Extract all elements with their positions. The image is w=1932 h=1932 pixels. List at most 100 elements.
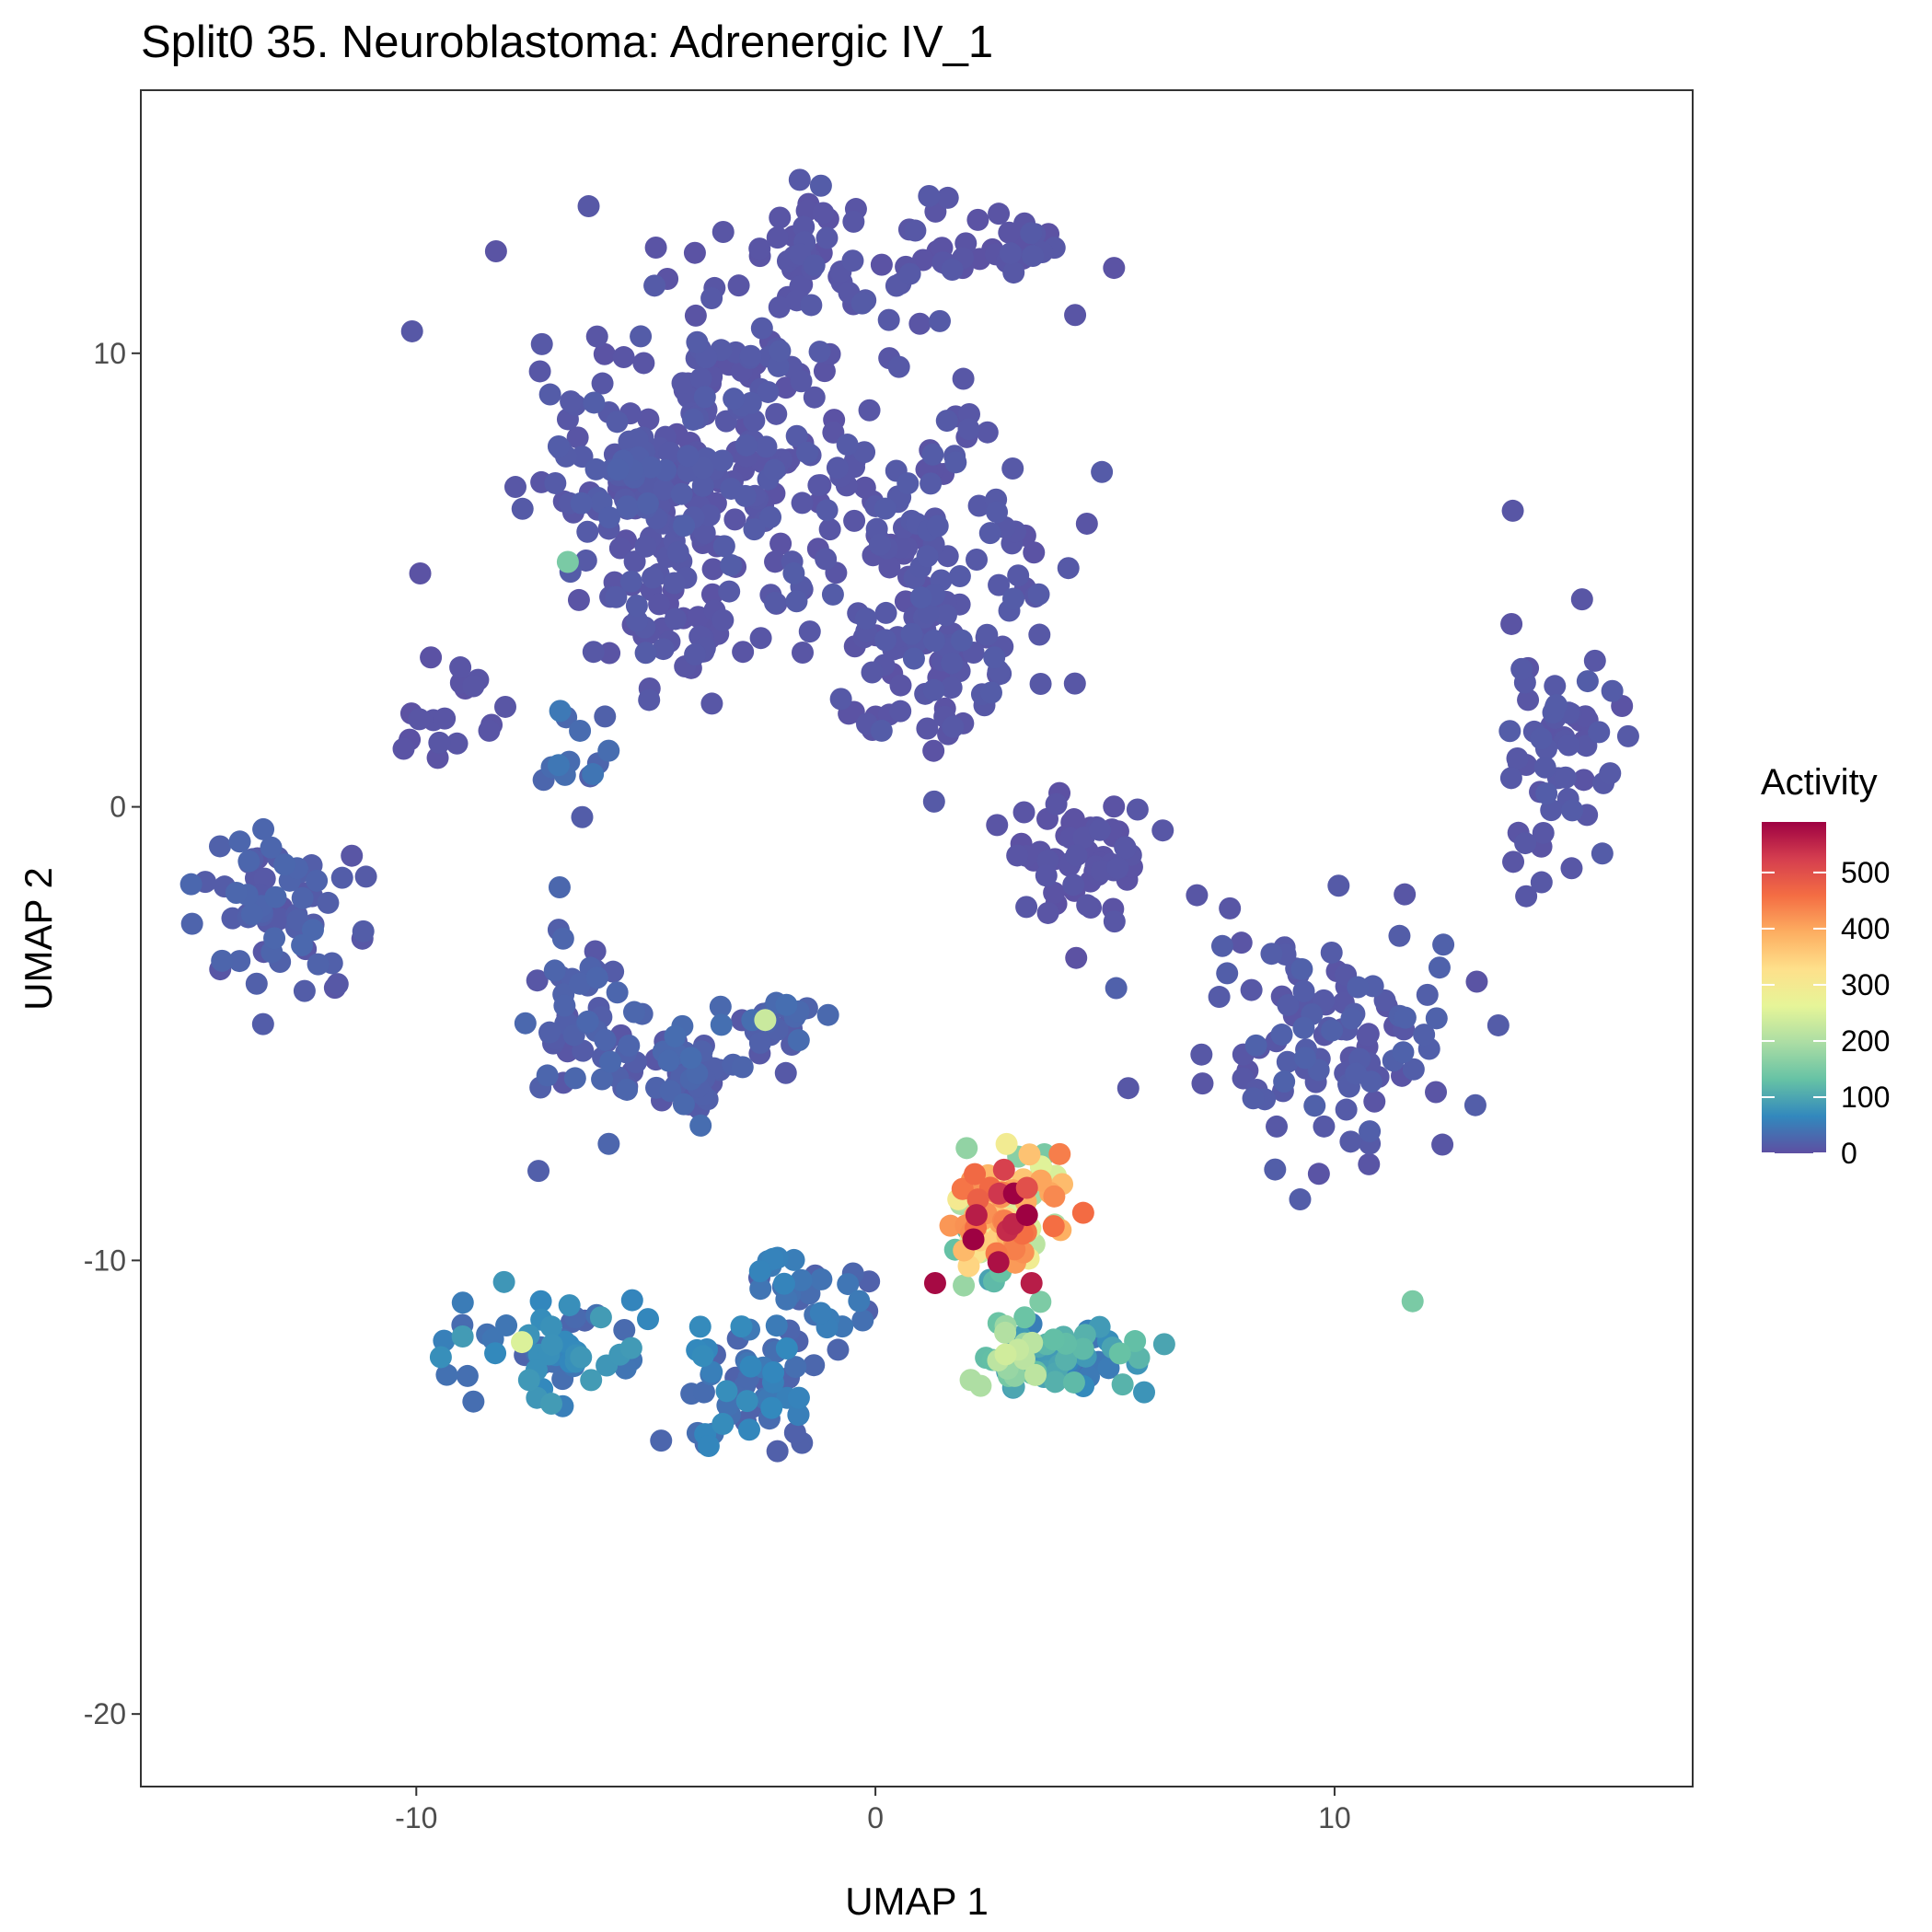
data-point [494,695,517,718]
data-point [1289,1188,1312,1211]
data-point [1498,720,1521,743]
data-point [1320,941,1343,964]
data-point [816,226,839,249]
data-point [762,1360,785,1383]
data-point [976,421,999,444]
data-point [922,790,945,813]
data-point-high [1401,1290,1424,1313]
data-point [700,287,723,310]
data-point [1108,1342,1131,1365]
data-point [908,312,931,335]
data-point [1114,837,1137,860]
data-point [570,1346,593,1369]
data-point [900,622,923,645]
data-point [451,1325,474,1348]
data-point [775,1336,798,1359]
data-point [964,1163,987,1186]
data-point [748,237,771,260]
data-point [221,907,244,930]
data-point [928,309,951,332]
data-point [791,492,814,515]
data-point [558,1294,581,1317]
data-point [808,341,831,364]
data-point [650,1429,673,1452]
data-point [1219,897,1242,920]
data-point [484,239,507,262]
data-point [682,408,705,431]
data-point [409,561,432,584]
data-point [594,705,617,728]
data-point [782,561,805,584]
data-point [1186,884,1209,907]
data-point [926,515,949,538]
data-point [765,402,788,425]
data-point [748,1260,771,1283]
data-point [571,805,594,828]
data-point [1359,1120,1382,1143]
data-point [757,380,780,403]
data-point [1335,1098,1358,1121]
y-tick-label: 10 [93,337,126,370]
data-point [617,496,640,519]
data-point [1501,499,1524,522]
data-point [743,518,766,541]
data-point [1018,1143,1041,1166]
data-point [597,1132,620,1155]
data-point [547,434,570,457]
data-point [711,1412,735,1435]
data-point [1294,1047,1317,1070]
data-point [966,548,989,571]
data-point [511,497,534,520]
data-point [268,908,291,931]
y-axis-title: UMAP 2 [17,867,60,1011]
data-point [630,325,653,348]
data-point [816,1003,839,1026]
data-point [484,1342,507,1365]
data-point [317,891,340,914]
data-point [1358,1152,1381,1175]
data-point [701,558,724,581]
data-point [652,638,675,661]
data-point [1313,1115,1336,1138]
data-point [720,554,743,577]
data-point [619,1336,642,1359]
data-point [293,979,316,1002]
data-point [1510,657,1533,680]
data-point [1210,934,1233,957]
data-point [1266,1115,1289,1138]
data-point [677,445,700,468]
data-point [560,390,583,413]
data-point [566,426,589,449]
data-point [1530,727,1553,750]
data-point [743,409,766,432]
data-point [951,1177,974,1200]
data-point [1392,1041,1415,1064]
data-point [941,652,964,675]
data-point [608,537,631,560]
data-point [433,1329,456,1352]
data-point [273,853,296,876]
data-point [180,912,203,935]
data-point [1561,799,1584,822]
data-point [622,1001,645,1024]
data-point [434,707,457,730]
data-point [1303,1094,1326,1117]
data-point [861,661,884,684]
data-point [1062,808,1085,831]
data-point [1544,675,1567,698]
data-point [732,641,755,664]
data-point [1111,1373,1134,1396]
data-point [809,1301,832,1325]
data-point [979,681,1002,704]
data-point [544,471,567,494]
data-point [1057,557,1080,580]
data-point [1128,1347,1151,1370]
data-point [693,521,716,544]
data-point [462,1390,485,1413]
data-point [760,1396,783,1419]
data-point [874,629,897,652]
data-point [1013,1306,1036,1329]
data-point [1432,933,1455,956]
data-point [1029,672,1052,695]
data-point [734,484,757,507]
